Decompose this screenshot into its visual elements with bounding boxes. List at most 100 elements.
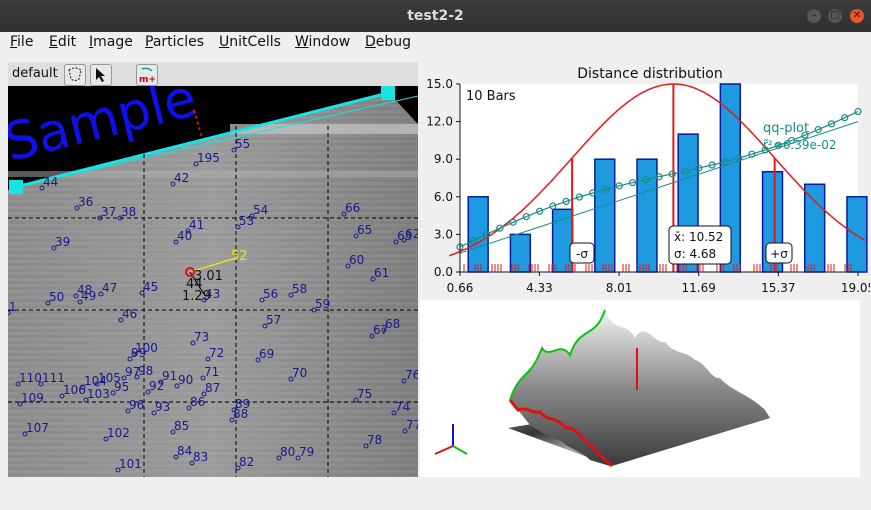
- particle-marker[interactable]: [369, 333, 375, 339]
- particle-marker[interactable]: [255, 357, 261, 363]
- particle-marker[interactable]: [39, 185, 45, 191]
- particle-marker[interactable]: [381, 327, 387, 333]
- line-handle-right[interactable]: [381, 86, 395, 100]
- minimize-button[interactable]: –: [807, 9, 821, 23]
- particle-marker[interactable]: [121, 375, 127, 381]
- particle-marker[interactable]: [8, 310, 11, 316]
- particle-marker[interactable]: [235, 465, 241, 471]
- particle-marker[interactable]: [201, 391, 207, 397]
- particle-marker[interactable]: [131, 351, 137, 357]
- particle-marker[interactable]: [193, 161, 199, 167]
- particle-marker[interactable]: [311, 307, 317, 313]
- particle-label: 72: [209, 346, 224, 360]
- x-tick-label: 15.37: [761, 281, 795, 295]
- particle-marker[interactable]: [205, 356, 211, 362]
- particle-marker[interactable]: [229, 417, 235, 423]
- particle-marker[interactable]: [370, 276, 376, 282]
- particle-marker[interactable]: [288, 376, 294, 382]
- sigma-value-label: σ: 4.68: [674, 247, 716, 261]
- particle-marker[interactable]: [174, 383, 180, 389]
- menu-edit[interactable]: Edit: [49, 34, 76, 50]
- image-canvas[interactable]: Sample 55 195 44 42 36 37 38 54 66 41 53 40 39 65 63 62…: [8, 86, 418, 477]
- particle-marker[interactable]: [110, 390, 116, 396]
- qq-point: [482, 230, 491, 238]
- particle-marker[interactable]: [59, 393, 65, 399]
- particle-marker[interactable]: [45, 300, 51, 306]
- particle-marker[interactable]: [173, 454, 179, 460]
- particle-marker[interactable]: [98, 291, 104, 297]
- particle-marker[interactable]: [127, 356, 133, 362]
- particle-marker[interactable]: [200, 375, 206, 381]
- particle-marker[interactable]: [15, 381, 21, 387]
- particle-marker[interactable]: [186, 405, 192, 411]
- particle-marker[interactable]: [134, 374, 140, 380]
- particle-marker[interactable]: [125, 408, 131, 414]
- surface-3d-view[interactable]: [420, 300, 860, 477]
- particle-marker[interactable]: [391, 410, 397, 416]
- particle-marker[interactable]: [262, 323, 268, 329]
- pointer-tool-icon[interactable]: [90, 64, 112, 86]
- menu-window[interactable]: Window: [295, 34, 350, 50]
- particle-marker[interactable]: [393, 239, 399, 245]
- menu-image[interactable]: Image: [89, 34, 133, 50]
- particle-marker[interactable]: [189, 460, 195, 466]
- particle-marker[interactable]: [231, 147, 237, 153]
- lasso-tool-icon[interactable]: [64, 64, 86, 86]
- particle-marker[interactable]: [363, 443, 369, 449]
- maximize-button[interactable]: □: [828, 9, 842, 23]
- particle-marker[interactable]: [80, 384, 86, 390]
- menu-particles[interactable]: Particles: [145, 34, 204, 50]
- line-handle-left[interactable]: [9, 180, 23, 194]
- particle-marker[interactable]: [341, 211, 347, 217]
- particle-marker[interactable]: [170, 429, 176, 435]
- particle-marker[interactable]: [83, 397, 89, 403]
- particle-marker[interactable]: [249, 213, 255, 219]
- particle-marker[interactable]: [288, 292, 294, 298]
- add-marker-tool-icon[interactable]: m+: [136, 64, 158, 86]
- particle-marker[interactable]: [38, 381, 44, 387]
- particle-marker[interactable]: [185, 228, 191, 234]
- close-button[interactable]: ✕: [850, 9, 864, 23]
- particle-marker[interactable]: [117, 215, 123, 221]
- particle-marker[interactable]: [401, 378, 407, 384]
- menu-debug[interactable]: Debug: [365, 34, 411, 50]
- particle-marker[interactable]: [235, 224, 241, 230]
- particle-marker[interactable]: [295, 455, 301, 461]
- preset-label[interactable]: default: [12, 66, 58, 81]
- particle-marker[interactable]: [170, 181, 176, 187]
- particle-marker[interactable]: [22, 431, 28, 437]
- particle-marker[interactable]: [401, 237, 407, 243]
- particle-marker[interactable]: [118, 317, 124, 323]
- particle-marker[interactable]: [173, 239, 179, 245]
- particle-marker[interactable]: [151, 410, 157, 416]
- particle-marker[interactable]: [259, 297, 265, 303]
- surface-mesh: [510, 310, 770, 466]
- particle-marker[interactable]: [158, 379, 164, 385]
- menu-unitcells[interactable]: UnitCells: [219, 34, 281, 50]
- particle-marker[interactable]: [353, 233, 359, 239]
- qq-point: [681, 167, 690, 175]
- particle-label: 103: [87, 387, 110, 401]
- particle-marker[interactable]: [276, 455, 282, 461]
- particle-marker[interactable]: [402, 428, 408, 434]
- particle-marker[interactable]: [115, 467, 121, 473]
- particle-marker[interactable]: [190, 340, 196, 346]
- particle-marker[interactable]: [353, 397, 359, 403]
- particle-marker[interactable]: [201, 297, 207, 303]
- particle-marker[interactable]: [145, 389, 151, 395]
- measure-origin-marker[interactable]: [185, 267, 195, 277]
- particle-marker[interactable]: [73, 293, 79, 299]
- particle-marker[interactable]: [94, 381, 100, 387]
- particle-label: 101: [119, 457, 142, 471]
- particle-marker[interactable]: [17, 401, 23, 407]
- histogram-bar: [636, 158, 658, 273]
- particle-marker[interactable]: [97, 215, 103, 221]
- particle-marker[interactable]: [139, 290, 145, 296]
- particle-marker[interactable]: [345, 263, 351, 269]
- particle-marker[interactable]: [74, 205, 80, 211]
- particle-marker[interactable]: [51, 245, 57, 251]
- particle-marker[interactable]: [77, 299, 83, 305]
- menu-file[interactable]: File: [10, 34, 33, 50]
- particle-marker[interactable]: [103, 436, 109, 442]
- particle-marker[interactable]: [231, 407, 237, 413]
